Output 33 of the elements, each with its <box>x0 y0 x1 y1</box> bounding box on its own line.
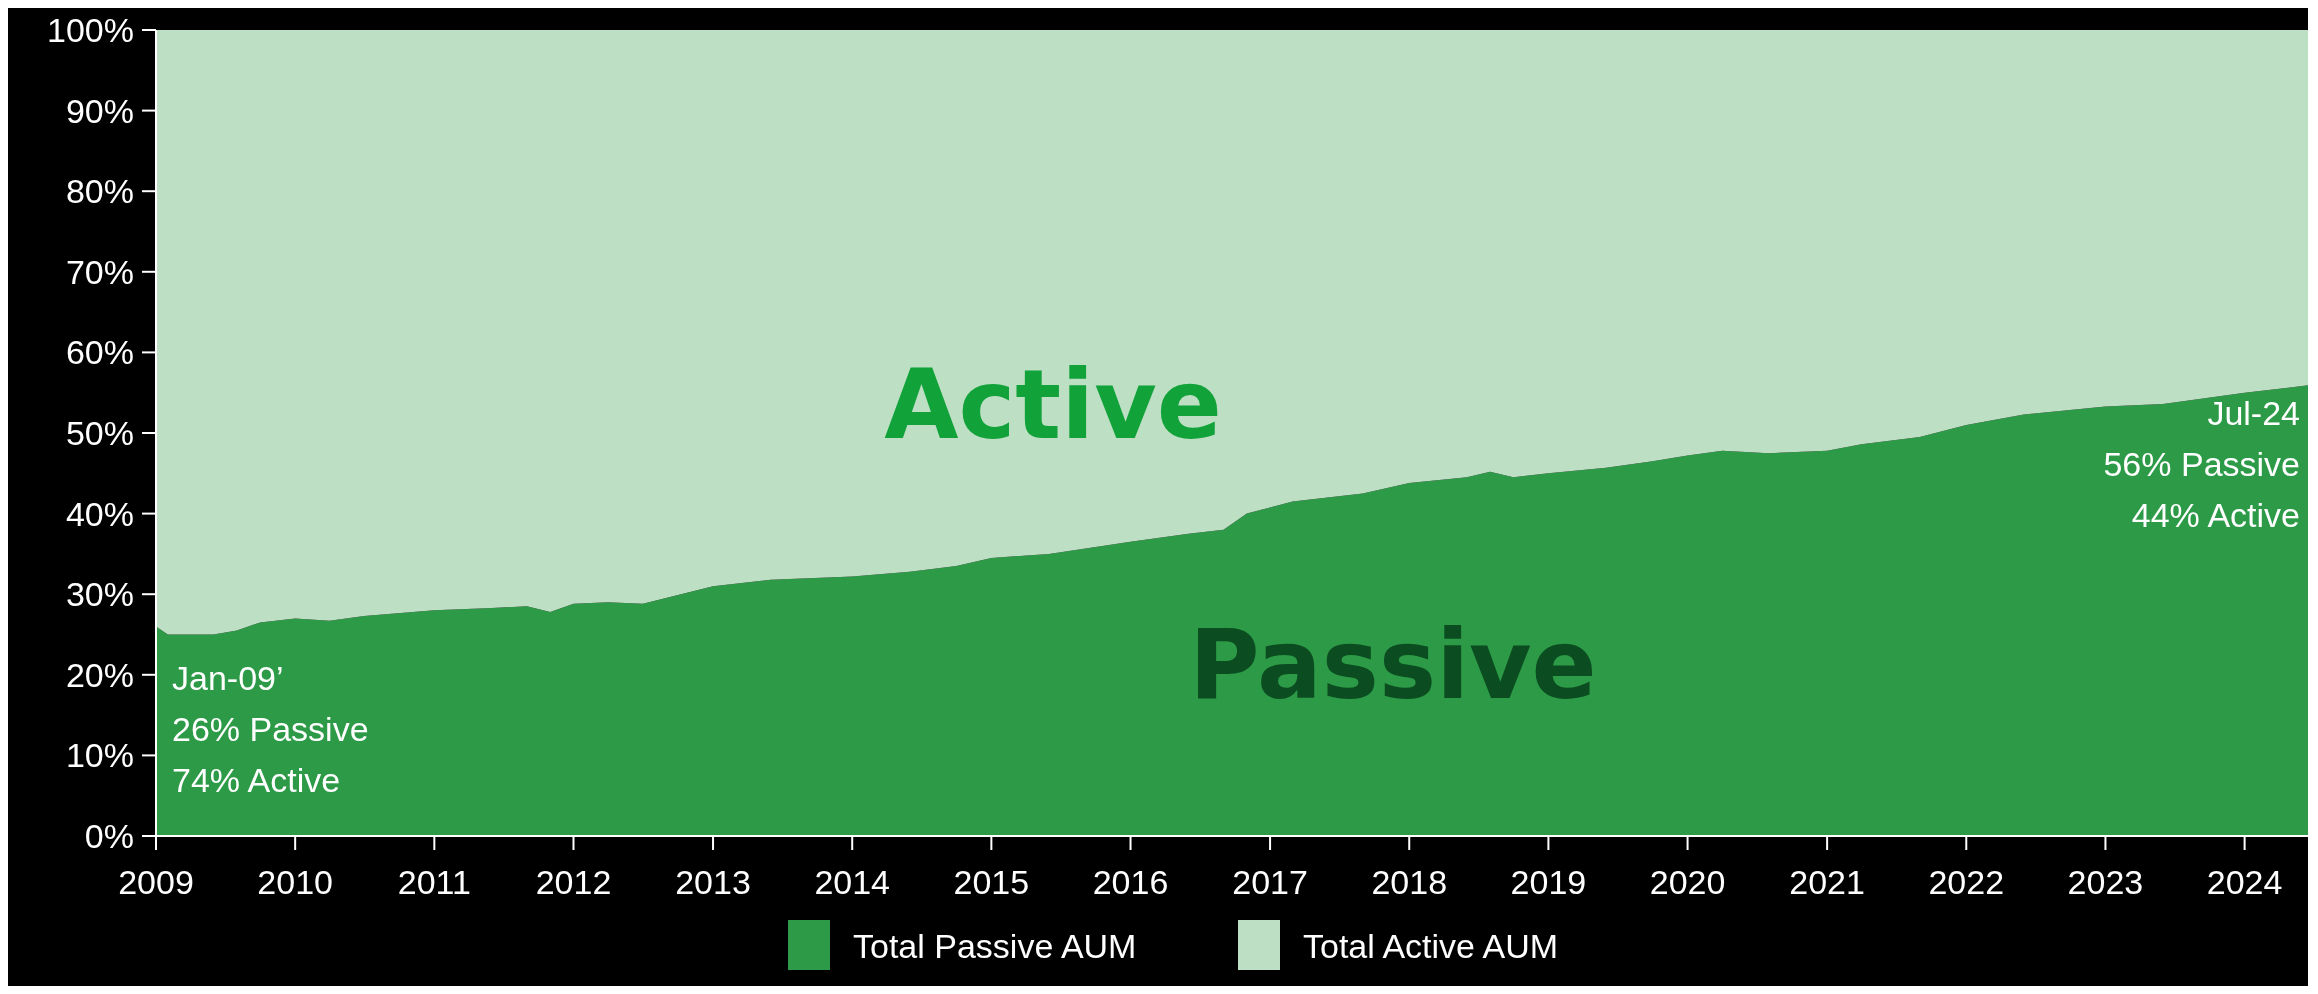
x-tick-label: 2019 <box>1510 863 1587 901</box>
y-tick-label: 90% <box>65 91 134 130</box>
x-tick-label: 2012 <box>535 863 612 901</box>
y-tick-label: 100% <box>47 10 134 49</box>
x-tick-label: 2020 <box>1649 863 1726 901</box>
y-tick-label: 10% <box>65 736 134 775</box>
x-tick-label: 2009 <box>118 863 194 901</box>
x-tick-label: 2011 <box>397 863 471 901</box>
annotation: Passive <box>1189 609 1597 721</box>
y-tick-label: 70% <box>65 252 134 291</box>
y-tick-label: 60% <box>65 333 134 372</box>
x-tick-label: 2010 <box>257 863 333 901</box>
x-tick-label: 2013 <box>675 863 751 901</box>
x-tick-label: 2014 <box>814 863 891 901</box>
x-tick-label: 2018 <box>1371 863 1448 901</box>
x-tick-label: 2017 <box>1232 863 1308 901</box>
y-tick-label: 30% <box>65 575 134 614</box>
annotation: Jul-24 56% Passive 44% Active <box>2103 393 2300 534</box>
y-tick-label: 20% <box>65 655 134 694</box>
legend-label: Total Passive AUM <box>853 927 1137 965</box>
x-tick-label: 2024 <box>2206 863 2283 901</box>
y-tick-label: 40% <box>65 494 134 533</box>
x-tick-label: 2023 <box>2067 863 2144 901</box>
annotation: Active <box>884 349 1222 461</box>
x-tick-label: 2022 <box>1928 863 2005 901</box>
x-tick-label: 2015 <box>953 863 1030 901</box>
y-tick-label: 50% <box>65 413 134 452</box>
y-tick-label: 0% <box>84 816 134 855</box>
x-tick-label: 2016 <box>1092 863 1169 901</box>
y-tick-label: 80% <box>65 172 134 211</box>
annotation: Jan-09’ 26% Passive 74% Active <box>172 659 369 800</box>
x-tick-label: 2021 <box>1789 863 1865 901</box>
legend-label: Total Active AUM <box>1303 927 1559 965</box>
